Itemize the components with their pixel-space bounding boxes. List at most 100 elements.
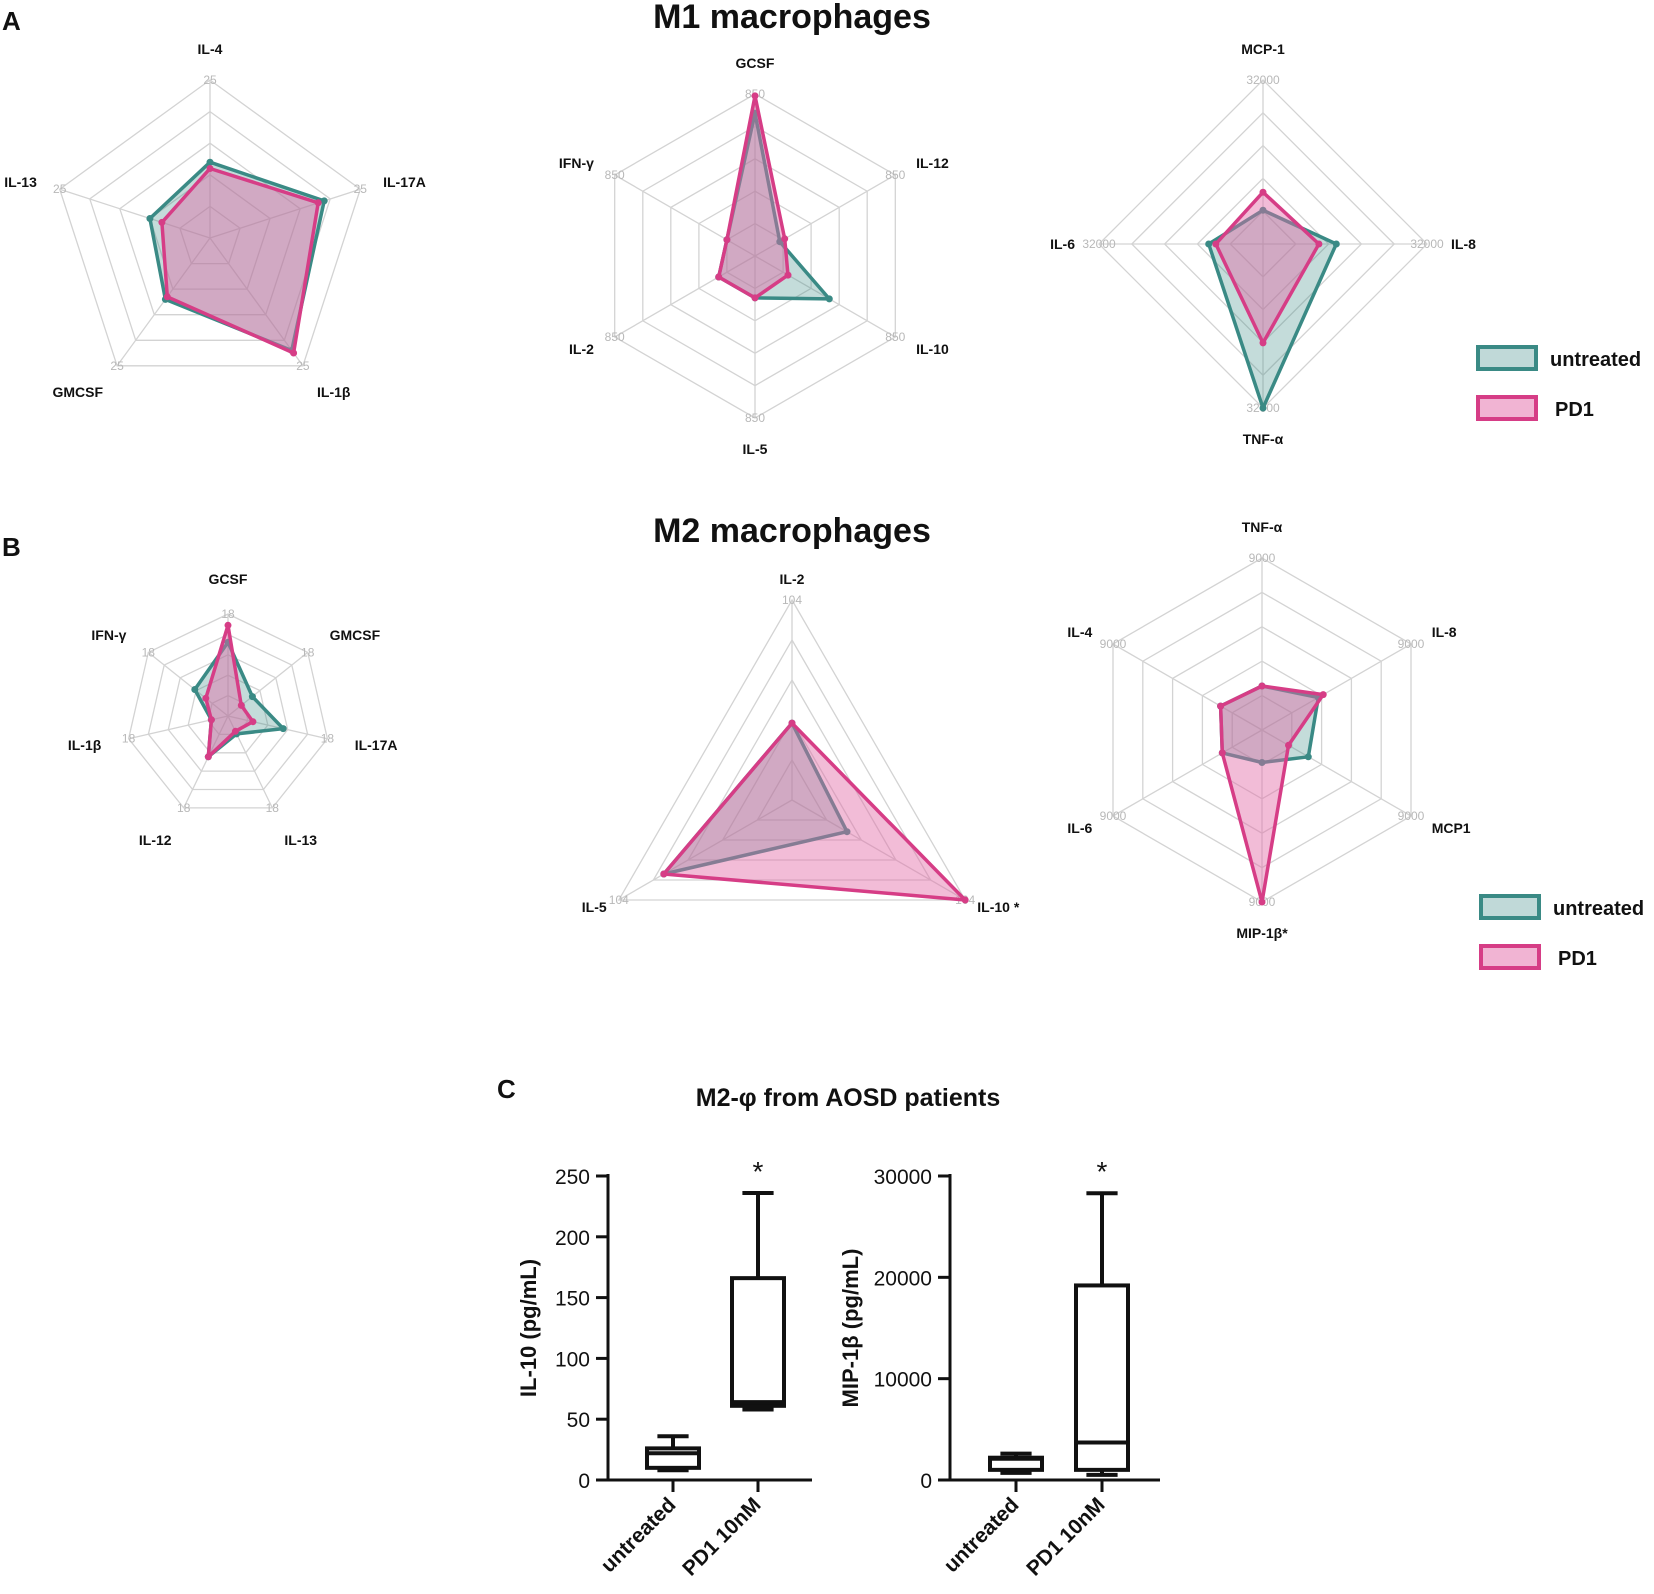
grid-spoke	[209, 237, 304, 367]
data-point-pd1-il-10	[784, 271, 792, 279]
tick-label: 18	[122, 732, 136, 746]
tick-label: 25	[110, 359, 124, 373]
tick-label: 9000	[1398, 809, 1425, 823]
grid-spoke	[209, 188, 361, 239]
axis-label-mcp-1: MCP-1	[1241, 41, 1285, 57]
m1-title: M1 macrophages	[653, 0, 931, 36]
grid-ring	[617, 598, 967, 901]
y-tick-label: 50	[567, 1409, 590, 1432]
data-point-untreated-mip-1	[1258, 759, 1266, 766]
y-tick-label: 0	[920, 1470, 932, 1493]
grid-ring	[167, 654, 289, 772]
data-point-pd1-il-2	[715, 273, 723, 281]
tick-label: 18	[221, 607, 235, 621]
axis-label-il-10: IL-10 *	[977, 899, 1020, 915]
tick-label: 9000	[1100, 809, 1127, 823]
legend-label-pd1: PD1	[1555, 399, 1594, 421]
tick-label: 9000	[1100, 637, 1127, 651]
x-category-label-untreated: untreated	[597, 1493, 681, 1577]
series-area-pd1	[1218, 684, 1325, 904]
axis-label-il-12: IL-12	[139, 832, 172, 848]
grid-spoke	[614, 255, 756, 338]
tick-label: 32000	[1410, 237, 1444, 251]
axis-label-il-12: IL-12	[916, 155, 949, 171]
grid-spoke	[59, 188, 211, 239]
axis-label-il-5: IL-5	[582, 899, 607, 915]
axis-label-il-4: IL-4	[198, 41, 223, 57]
axis-label-mcp1: MCP1	[1432, 820, 1471, 836]
grid-ring	[686, 678, 898, 861]
data-point-pd1-mcp1	[1285, 741, 1292, 749]
legend-swatch-untreated	[1479, 894, 1541, 920]
tick-label: 32000	[1246, 73, 1280, 87]
series-area-pd1	[662, 721, 967, 902]
tick-label: 25	[354, 182, 368, 196]
data-point-untreated-il-10	[843, 828, 851, 836]
axis-label-il-13: IL-13	[4, 174, 37, 190]
radar-chart-m2-c: 900090009000900090009000TNF-αIL-8MCP1MIP…	[1067, 519, 1470, 941]
axis-label-il-6: IL-6	[1050, 236, 1075, 252]
tick-label: 25	[296, 359, 310, 373]
data-point-pd1-il-4	[206, 165, 214, 172]
panel-letter-b: B	[2, 532, 21, 562]
grid-spoke	[791, 799, 966, 901]
data-point-pd1-gmcsf	[163, 293, 171, 301]
tick-label: 850	[745, 411, 765, 425]
axis-label-il-13: IL-13	[284, 832, 317, 848]
tick-label: 25	[203, 73, 217, 87]
radar-chart-m1-b: 850850850850850850GCSFIL-12IL-10IL-5IL-2…	[559, 55, 949, 457]
axis-label-ifn: IFN-γ	[91, 627, 126, 643]
legend-m2: untreated PD1	[1479, 894, 1644, 970]
data-point-pd1-il-12	[781, 235, 789, 243]
boxplot-mip1b: 0 10000 20000 30000 MIP-1β (pg/mL) untreatedP…	[838, 1156, 1160, 1581]
y-tick-label: 200	[555, 1227, 590, 1250]
data-point-untreated-il-17a	[279, 725, 287, 733]
axis-label-tnf: TNF-α	[1243, 431, 1284, 447]
axis-label-il-10: IL-10	[916, 341, 949, 357]
data-point-untreated-il-8	[1332, 240, 1340, 248]
data-point-pd1-il-2	[788, 719, 796, 727]
data-point-pd1-il-10	[961, 896, 969, 904]
grid-spoke	[1112, 729, 1263, 817]
data-point-pd1-mip-1	[1258, 898, 1266, 906]
data-point-pd1-tnf	[1259, 339, 1267, 347]
legend-label-untreated: untreated	[1553, 898, 1644, 920]
x-category-label-pd1-10nm: PD1 10nM	[678, 1493, 765, 1580]
grid-ring	[187, 674, 269, 754]
data-point-untreated-mcp1	[1304, 753, 1312, 761]
data-point-untreated-il-4	[206, 158, 214, 166]
tick-label: 18	[177, 801, 191, 815]
radar-chart-m2-a: 18 18 18 18 18 18 18 GCSF GMCSF IL-17A IL-13 IL-12 I…	[68, 571, 398, 848]
tick-label: 32000	[1082, 237, 1116, 251]
axis-label-gmcsf: GMCSF	[52, 384, 103, 400]
tick-label: 850	[885, 168, 905, 182]
series-area-pd1	[160, 166, 320, 355]
significance-marker: *	[1097, 1156, 1108, 1187]
y-axis-label: MIP-1β (pg/mL)	[838, 1249, 863, 1408]
grid-ring	[58, 79, 362, 367]
axis-label-il-17a: IL-17A	[383, 174, 426, 190]
tick-label: 18	[142, 645, 156, 659]
tick-label: 850	[885, 330, 905, 344]
tick-label: 9000	[1249, 551, 1276, 565]
grid-spoke	[1112, 643, 1263, 731]
y-tick-label: 10000	[874, 1369, 932, 1392]
y-tick-label: 0	[578, 1470, 590, 1493]
grid-ring	[179, 205, 241, 265]
data-point-pd1-il-5	[660, 870, 668, 878]
legend-swatch-pd1	[1476, 395, 1538, 421]
data-point-pd1-ifn	[723, 236, 731, 244]
boxplot-il10: 0 50 100 150 200 250 IL-10 (pg/mL) untreatedPD1…	[516, 1156, 812, 1581]
m2-title: M2 macrophages	[653, 512, 931, 550]
axis-label-il-2: IL-2	[780, 571, 805, 587]
data-point-pd1-il-8	[1319, 691, 1327, 699]
y-tick-label: 250	[555, 1166, 590, 1189]
data-point-pd1-il-12	[204, 753, 212, 761]
axis-label-il-8: IL-8	[1432, 624, 1457, 640]
x-category-label-untreated: untreated	[940, 1493, 1024, 1577]
tick-label: 18	[301, 645, 315, 659]
tick-label: 104	[609, 893, 629, 907]
x-category-label-pd1-10nm: PD1 10nM	[1022, 1493, 1109, 1580]
grid-ring	[89, 110, 331, 341]
axis-label-ifn: IFN-γ	[559, 155, 594, 171]
